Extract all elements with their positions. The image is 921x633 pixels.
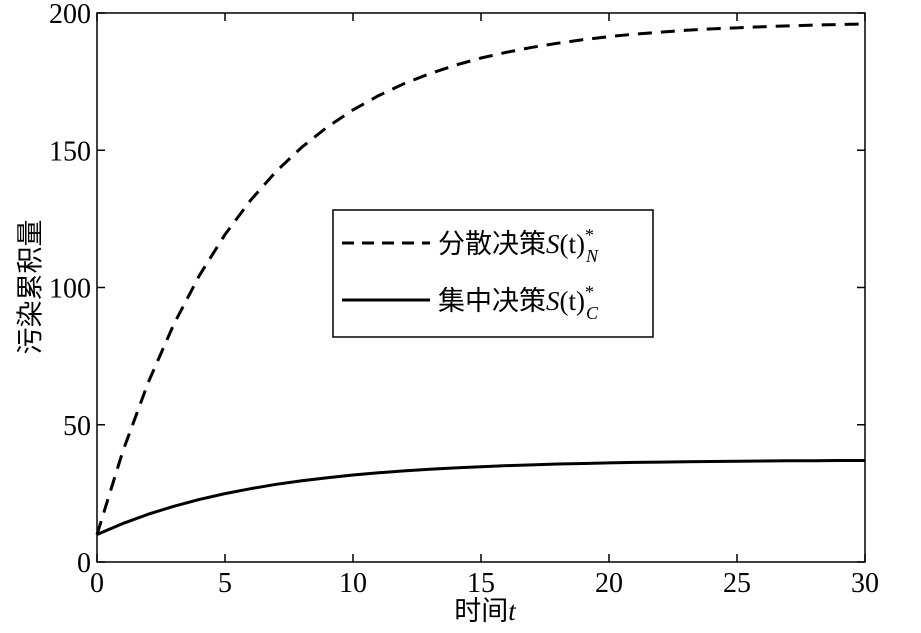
x-tick-label: 20 xyxy=(595,568,623,599)
legend-label-decentralized: 分散决策S(t)* N xyxy=(438,225,599,266)
y-tick-label: 50 xyxy=(63,411,91,442)
y-tick-label: 100 xyxy=(49,274,91,305)
x-axis-title: 时间t xyxy=(454,596,517,627)
x-axis-title-main: 时间 xyxy=(454,596,508,627)
x-tick-label: 25 xyxy=(723,568,751,599)
y-tick-label: 0 xyxy=(77,548,91,579)
legend-label-centralized: 集中决策S(t)* C xyxy=(438,282,599,323)
x-tick-label: 10 xyxy=(339,568,367,599)
y-axis-title: 污染累积量 xyxy=(16,220,47,355)
x-tick-label: 15 xyxy=(467,568,495,599)
x-tick-label: 0 xyxy=(90,568,104,599)
x-tick-label: 30 xyxy=(851,568,879,599)
y-tick-label: 200 xyxy=(49,0,91,30)
x-axis-title-var: t xyxy=(508,596,517,626)
legend: 分散决策S(t)* N 集中决策S(t)* C xyxy=(332,209,654,338)
series-line-decentralized xyxy=(95,22,866,535)
legend-box xyxy=(332,209,654,338)
series-layer xyxy=(95,22,866,536)
axis-ticks: 0 5 10 15 20 25 30 0 50 100 150 200 xyxy=(49,0,879,599)
x-tick-label: 5 xyxy=(218,568,232,599)
y-tick-label: 150 xyxy=(49,136,91,167)
series-line-centralized xyxy=(96,458,865,536)
